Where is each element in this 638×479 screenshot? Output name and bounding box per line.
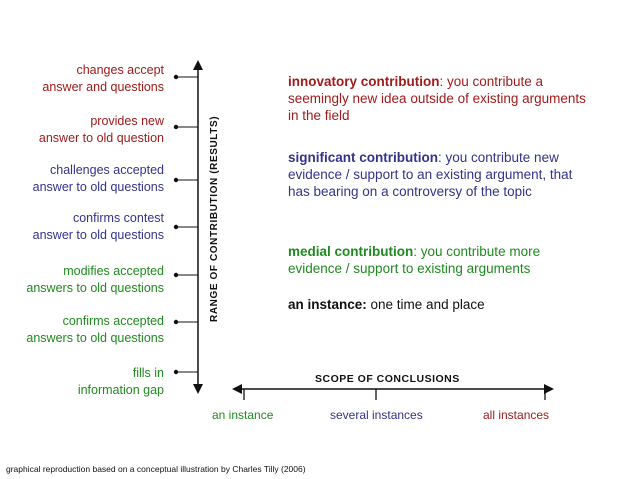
definition-term: an instance: [288,297,367,312]
level-line2: answer to old questions [32,180,164,194]
level-confirms-accepted: confirms accepted answers to old questio… [26,313,164,347]
definition-significant: significant contribution: you contribute… [288,149,588,200]
level-fills-in: fills in information gap [78,365,164,399]
scope-label-all: all instances [483,408,550,422]
definition-medial: medial contribution: you contribute more… [288,243,588,277]
x-axis-arrow-right [544,384,554,394]
level-line1: fills in [132,366,164,380]
definition-text: one time and place [366,297,485,312]
scope-label-instance: an instance [212,408,274,422]
y-axis-title: RANGE OF CONTRIBUTION (RESULTS) [209,115,220,322]
definition-instance: an instance: one time and place [288,296,588,313]
y-dot [173,124,179,130]
level-line2: information gap [77,383,164,397]
scope-label-several: several instances [330,408,423,422]
y-dot [173,319,179,325]
level-modifies-accepted: modifies accepted answers to old questio… [26,263,164,297]
y-axis-arrow-bottom [193,384,203,394]
y-axis-arrow-top [193,60,203,70]
y-dot [173,74,179,80]
level-line1: confirms accepted [62,314,164,328]
level-line1: confirms contest [72,211,164,225]
x-axis-arrow-left [232,384,242,394]
definition-text: : you contribute new evidence / support … [288,150,573,199]
level-line1: challenges accepted [50,163,164,177]
level-changes-accept: changes accept answer and questions [42,62,164,96]
level-provides-new: provides new answer to old question [39,113,164,147]
definition-term: medial contribution [288,244,414,259]
level-line2: answer and questions [42,80,164,94]
level-line1: changes accept [76,63,164,77]
x-axis-title: SCOPE OF CONCLUSIONS [315,373,460,385]
level-line1: modifies accepted [63,264,164,278]
y-dot [173,177,179,183]
y-dot [173,224,179,230]
level-line2: answers to old questions [26,331,164,345]
level-line2: answer to old question [38,131,164,145]
source-caption: graphical reproduction based on a concep… [6,464,306,474]
level-confirms-contest: confirms contest answer to old questions [33,210,164,244]
level-line2: answers to old questions [26,281,164,295]
level-line2: answer to old questions [32,228,164,242]
definition-term: significant contribution [288,150,438,165]
definition-text: : you contribute a seemingly new idea ou… [288,74,586,123]
definition-text: : you contribute more evidence / support… [288,244,541,276]
y-markers [173,74,198,375]
y-dot [173,272,179,278]
level-line1: provides new [90,114,164,128]
definition-innovatory: innovatory contribution: you contribute … [288,73,588,124]
y-dot [173,369,179,375]
level-challenges-accepted: challenges accepted answer to old questi… [33,162,164,196]
definition-term: innovatory contribution [288,74,440,89]
